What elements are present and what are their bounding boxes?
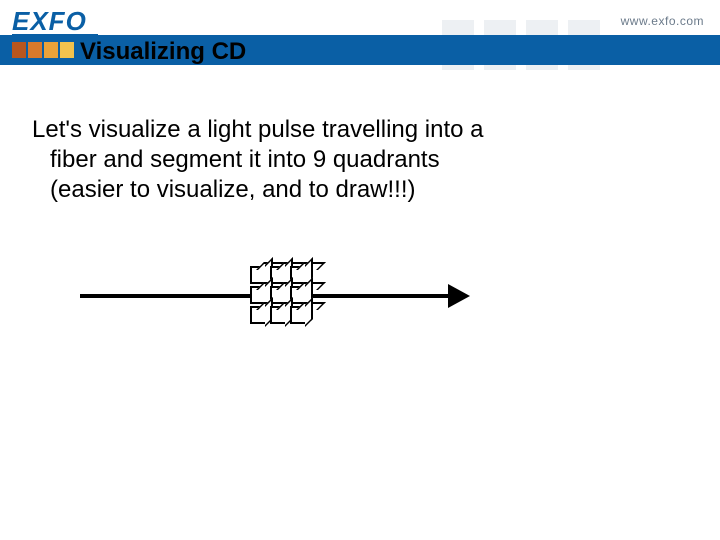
square-4: [60, 42, 74, 58]
slide-title: Visualizing CD: [80, 38, 246, 66]
exfo-logo: EXFO: [12, 6, 87, 37]
header-url: www.exfo.com: [621, 14, 704, 28]
cube-r2c0: [250, 306, 268, 324]
pulse-cube-grid: [250, 266, 310, 326]
header-color-squares: [12, 42, 76, 58]
slide-header: EXFO www.exfo.com Visualizing CD: [0, 0, 720, 65]
square-1: [12, 42, 26, 58]
cube-r2c2: [290, 306, 308, 324]
body-line-1: Let's visualize a light pulse travelling…: [32, 116, 484, 143]
body-text: Let's visualize a light pulse travelling…: [32, 115, 690, 205]
cube-r2c1: [270, 306, 288, 324]
fiber-arrow-head: [448, 284, 470, 308]
square-2: [28, 42, 42, 58]
body-line-2: fiber and segment it into 9 quadrants: [32, 145, 690, 175]
pulse-diagram: [80, 250, 480, 340]
body-line-3: (easier to visualize, and to draw!!!): [32, 175, 690, 205]
square-3: [44, 42, 58, 58]
